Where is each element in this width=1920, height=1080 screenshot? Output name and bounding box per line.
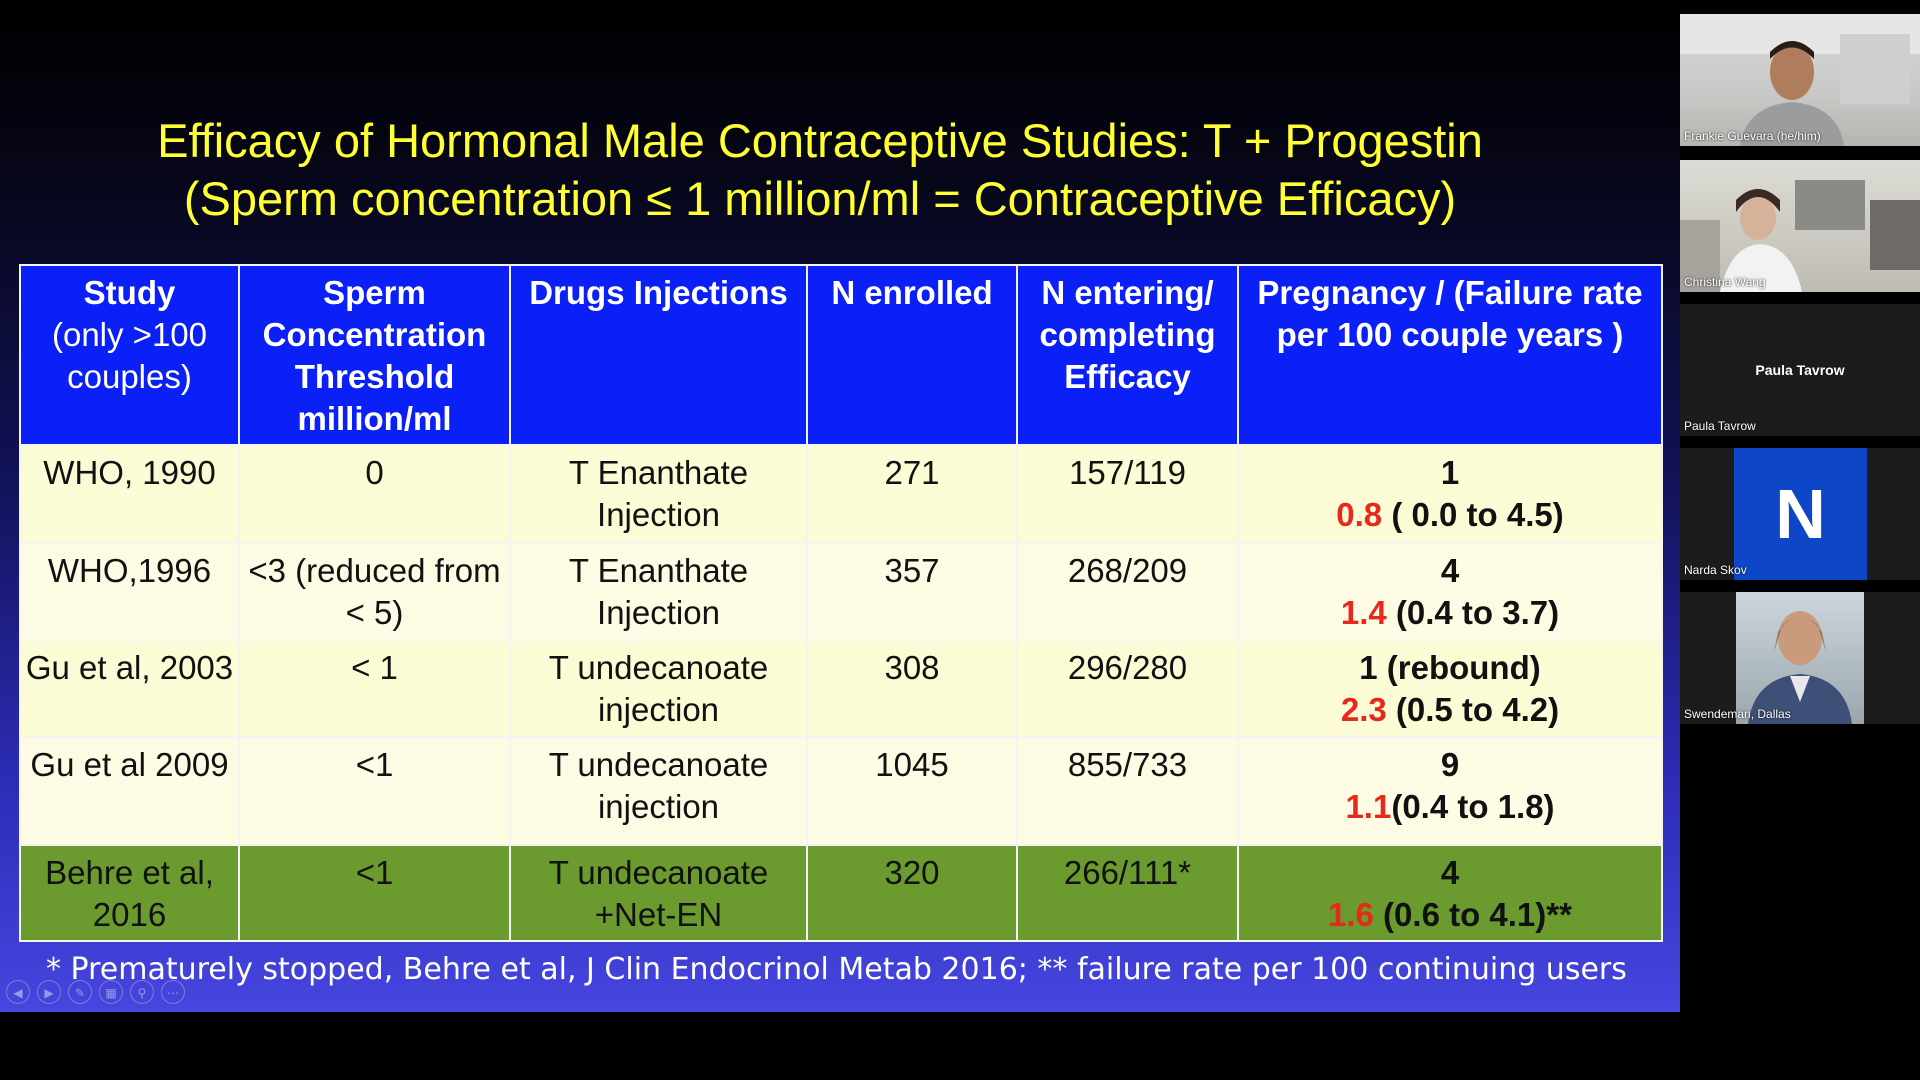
zoom-icon[interactable]: ⚲ [130, 980, 154, 1004]
participant-video-frame [1680, 592, 1920, 724]
slide-title-line-1: Efficacy of Hormonal Male Contraceptive … [157, 114, 1483, 167]
efficacy-table: Study (only >100 couples) Sperm Concentr… [19, 264, 1663, 942]
failure-rate: 0.8 [1336, 496, 1383, 533]
slide-title-line-2: (Sperm concentration ≤ 1 million/ml = Co… [183, 172, 1457, 225]
header-n-enrolled: N enrolled [806, 264, 1018, 446]
previous-slide-icon[interactable]: ◀ [6, 980, 30, 1004]
participant-avatar: N [1734, 448, 1867, 580]
table-row: Gu et al, 2003 < 1 T undecanoate injecti… [19, 639, 1663, 738]
participant-tile[interactable]: Swendeman, Dallas [1680, 592, 1920, 724]
confidence-interval: (0.4 to 3.7) [1386, 594, 1560, 631]
cell-n-enrolled: 357 [806, 542, 1018, 641]
participant-tile[interactable]: Frankie Guevara (he/him) [1680, 14, 1920, 146]
header-study-subtitle: (only >100 couples) [51, 316, 208, 395]
cell-n-entering: 157/119 [1016, 444, 1239, 544]
participant-video-frame [1680, 180, 1920, 292]
participant-video-frame [1680, 14, 1920, 146]
participant-name: Swendeman, Dallas [1684, 707, 1791, 721]
pregnancy-count: 4 [1440, 552, 1460, 589]
cell-pregnancy: 1 (rebound) 2.3 (0.5 to 4.2) [1237, 639, 1663, 738]
confidence-interval: (0.6 to 4.1)** [1373, 896, 1572, 933]
table-row: Behre et al, 2016 <1 T undecanoate +Net-… [19, 844, 1663, 942]
participant-video [1680, 592, 1920, 724]
table-row: Gu et al 2009 <1 T undecanoate injection… [19, 736, 1663, 846]
cell-n-entering: 266/111* [1016, 844, 1239, 942]
slide-title: Efficacy of Hormonal Male Contraceptive … [0, 112, 1640, 228]
cell-n-entering: 855/733 [1016, 736, 1239, 846]
participant-video [1680, 160, 1920, 292]
cell-pregnancy: 4 1.6 (0.6 to 4.1)** [1237, 844, 1663, 942]
pregnancy-count: 1 (rebound) [1359, 649, 1541, 686]
cell-study: Behre et al, 2016 [19, 844, 240, 942]
header-drugs: Drugs Injections [509, 264, 808, 446]
cell-drug: T undecanoate +Net-EN [509, 844, 808, 942]
participant-display-name: Paula Tavrow [1755, 362, 1845, 378]
header-study: Study (only >100 couples) [19, 264, 240, 446]
slide-controls: ◀ ▶ ✎ ▦ ⚲ ⋯ [6, 980, 185, 1004]
participant-tile[interactable]: Paula Tavrow Paula Tavrow [1680, 304, 1920, 436]
confidence-interval: ( 0.0 to 4.5) [1382, 496, 1564, 533]
more-options-icon[interactable]: ⋯ [161, 980, 185, 1004]
pregnancy-count: 9 [1440, 746, 1460, 783]
pen-icon[interactable]: ✎ [68, 980, 92, 1004]
confidence-interval: (0.4 to 1.8) [1391, 788, 1555, 825]
cell-study: Gu et al 2009 [19, 736, 240, 846]
table-header-row: Study (only >100 couples) Sperm Concentr… [19, 264, 1663, 446]
cell-threshold: <1 [238, 736, 511, 846]
participant-name: Narda Skov [1684, 563, 1747, 577]
cell-n-enrolled: 1045 [806, 736, 1018, 846]
slides-grid-icon[interactable]: ▦ [99, 980, 123, 1004]
pregnancy-count: 4 [1440, 854, 1460, 891]
cell-drug: T Enanthate Injection [509, 542, 808, 641]
cell-n-entering: 296/280 [1016, 639, 1239, 738]
participant-video [1680, 14, 1920, 146]
slide-footnote: * Prematurely stopped, Behre et al, J Cl… [46, 952, 1627, 987]
cell-threshold: <3 (reduced from < 5) [238, 542, 511, 641]
table-row: WHO,1996 <3 (reduced from < 5) T Enantha… [19, 542, 1663, 641]
cell-threshold: 0 [238, 444, 511, 544]
failure-rate: 1.6 [1328, 896, 1374, 933]
confidence-interval: (0.5 to 4.2) [1386, 691, 1560, 728]
cell-n-enrolled: 271 [806, 444, 1018, 544]
next-slide-icon[interactable]: ▶ [37, 980, 61, 1004]
cell-drug: T Enanthate Injection [509, 444, 808, 544]
participant-tile[interactable]: N Narda Skov [1680, 448, 1920, 580]
cell-study: WHO,1996 [19, 542, 240, 641]
failure-rate: 1.1 [1345, 788, 1392, 825]
cell-drug: T undecanoate injection [509, 736, 808, 846]
header-sperm-threshold: Sperm Concentration Threshold million/ml [238, 264, 511, 446]
header-pregnancy: Pregnancy / (Failure rate per 100 couple… [1237, 264, 1663, 446]
failure-rate: 2.3 [1340, 691, 1387, 728]
participant-tile[interactable]: Christina Wang [1680, 160, 1920, 292]
cell-pregnancy: 1 0.8 ( 0.0 to 4.5) [1237, 444, 1663, 544]
cell-n-enrolled: 320 [806, 844, 1018, 942]
cell-pregnancy: 4 1.4 (0.4 to 3.7) [1237, 542, 1663, 641]
cell-n-enrolled: 308 [806, 639, 1018, 738]
participant-name: Frankie Guevara (he/him) [1684, 129, 1821, 143]
cell-threshold: < 1 [238, 639, 511, 738]
pregnancy-count: 1 [1440, 454, 1460, 491]
presentation-slide: Efficacy of Hormonal Male Contraceptive … [0, 0, 1680, 1012]
cell-threshold: <1 [238, 844, 511, 942]
table-row: WHO, 1990 0 T Enanthate Injection 271 15… [19, 444, 1663, 544]
cell-n-entering: 268/209 [1016, 542, 1239, 641]
participant-name: Paula Tavrow [1684, 419, 1756, 433]
header-n-entering: N entering/ completing Efficacy [1016, 264, 1239, 446]
cell-drug: T undecanoate injection [509, 639, 808, 738]
cell-study: WHO, 1990 [19, 444, 240, 544]
cell-pregnancy: 9 1.1(0.4 to 1.8) [1237, 736, 1663, 846]
failure-rate: 1.4 [1340, 594, 1387, 631]
cell-study: Gu et al, 2003 [19, 639, 240, 738]
participant-name: Christina Wang [1684, 275, 1766, 289]
